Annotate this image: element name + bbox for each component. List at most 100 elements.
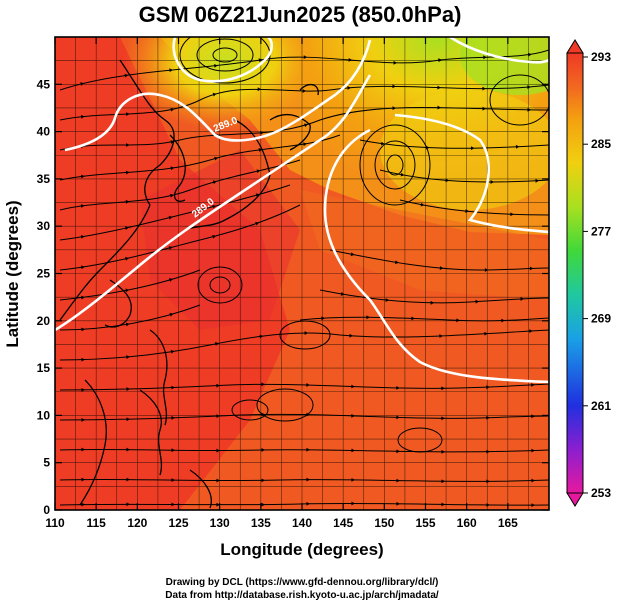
- y-tick-label: 20: [37, 314, 51, 328]
- streamline-arrow: [456, 318, 460, 323]
- streamline-arrow: [430, 300, 435, 305]
- colorbar-ticks: 293 285 277 269 261 253: [583, 50, 611, 500]
- streamline-arrow: [303, 142, 307, 147]
- streamline-arrow: [171, 416, 175, 420]
- streamline-arrow: [255, 193, 260, 198]
- streamline-arrow: [486, 449, 490, 454]
- x-tick-label: 160: [457, 516, 477, 530]
- streamline-arrow: [465, 209, 470, 213]
- streamline-arrow: [396, 415, 400, 420]
- streamline-arrow: [396, 478, 400, 483]
- streamline-arrow: [125, 288, 130, 293]
- streamline-arrow: [351, 448, 355, 453]
- streamline-arrow: [531, 383, 535, 387]
- y-tick-label: 30: [37, 219, 51, 233]
- streamline-arrow: [441, 449, 445, 454]
- isotherm-289-north: [64, 39, 372, 152]
- colorbar-tick-label: 285: [591, 137, 611, 151]
- streamline-arrow: [531, 414, 535, 419]
- streamline-arrow: [216, 414, 220, 419]
- streamline-arrow: [258, 58, 263, 63]
- streamline-arrow: [126, 447, 130, 452]
- streamline-arrow: [81, 357, 85, 362]
- streamline-arrow: [81, 327, 85, 332]
- streamline-arrow: [486, 479, 490, 484]
- colorbar-scale: [566, 52, 584, 494]
- credit-line-1: Drawing by DCL (https://www.gfd-dennou.o…: [166, 577, 439, 588]
- streamline-arrow: [170, 166, 175, 171]
- streamline-arrow: [81, 265, 85, 270]
- plot-area: 289.0 289.0: [55, 37, 549, 510]
- streamline-arrow: [261, 448, 265, 452]
- streamline-arrow: [396, 501, 400, 506]
- streamline-arrow: [81, 387, 85, 392]
- streamline-arrow: [438, 58, 442, 63]
- streamline-arrow: [304, 123, 308, 128]
- y-tick-label: 15: [37, 361, 51, 375]
- streamline-arrow: [261, 478, 265, 483]
- streamline-arrow: [347, 86, 351, 90]
- x-tick-label: 145: [333, 516, 353, 530]
- streamline-arrow: [385, 298, 390, 302]
- credit-line-2: Data from http://database.rish.kyoto-u.a…: [165, 590, 439, 601]
- x-tick-label: 140: [292, 516, 312, 530]
- streamline-arrow: [531, 478, 535, 483]
- streamline-arrow: [351, 477, 355, 482]
- streamline-arrow: [212, 180, 217, 185]
- streamline-arrow: [529, 329, 533, 334]
- streamline-arrow: [168, 246, 173, 250]
- cool-ne-green: [460, 37, 549, 95]
- streamline-arrow: [380, 141, 385, 146]
- streamline-arrow: [257, 87, 262, 92]
- isotherm-289-south: [55, 74, 372, 332]
- streamline-arrow: [259, 334, 264, 339]
- streamline-arrow: [351, 384, 355, 389]
- isotherm-east: [394, 113, 549, 234]
- streamline-arrow: [171, 385, 175, 390]
- streamline-arrow: [392, 84, 396, 89]
- streamline-arrow: [531, 503, 535, 508]
- streamline-arrow: [392, 106, 397, 111]
- streamline-arrow: [306, 501, 310, 506]
- streamline-arrow: [81, 502, 85, 507]
- streamline-arrow: [425, 145, 430, 150]
- streamline-arrow: [81, 114, 85, 119]
- streamline-arrow: [256, 169, 261, 174]
- streamline-arrow: [124, 226, 129, 231]
- streamline-arrow: [125, 256, 129, 261]
- streamline-arrow: [170, 193, 174, 198]
- streamline-arrow: [510, 212, 514, 217]
- streamline-arrow: [212, 92, 217, 97]
- colorbar-tick-label: 253: [591, 486, 611, 500]
- streamline-arrow: [411, 316, 415, 321]
- streamline-arrow: [212, 204, 217, 209]
- x-axis: 110 115 120 125 130 135 140 145 150 155 160 165: [45, 37, 518, 530]
- y-tick-label: 40: [37, 125, 51, 139]
- streamline-arrow: [437, 105, 442, 110]
- streamline-arrow: [171, 448, 175, 453]
- streamline-arrow: [531, 448, 535, 453]
- orange-band: [300, 190, 549, 300]
- streamline-arrow: [445, 178, 450, 183]
- streamline-arrow: [482, 106, 487, 111]
- streamline-arrow: [261, 382, 265, 387]
- streamline-arrow: [486, 503, 490, 507]
- streamline-arrow: [212, 234, 217, 239]
- streamline-arrow: [527, 85, 531, 90]
- graticule: [55, 37, 549, 510]
- streamline-arrow: [80, 174, 85, 179]
- streamline-arrow: [366, 315, 370, 320]
- chart-title: GSM 06Z21Jun2025 (850.0hPa): [139, 2, 462, 27]
- streamline-arrow: [80, 235, 85, 239]
- streamline-arrow: [168, 215, 173, 220]
- isotherm-ne: [449, 37, 549, 64]
- x-tick-label: 125: [168, 516, 188, 530]
- streamline-arrow: [126, 502, 130, 507]
- y-axis-title: Latitude (degrees): [3, 200, 22, 347]
- streamline-arrow: [396, 385, 400, 390]
- streamline-arrow: [393, 60, 398, 65]
- streamline-arrow: [170, 349, 175, 354]
- streamline-arrow: [441, 386, 445, 391]
- streamline-arrow: [260, 130, 264, 135]
- streamlines: [59, 37, 549, 508]
